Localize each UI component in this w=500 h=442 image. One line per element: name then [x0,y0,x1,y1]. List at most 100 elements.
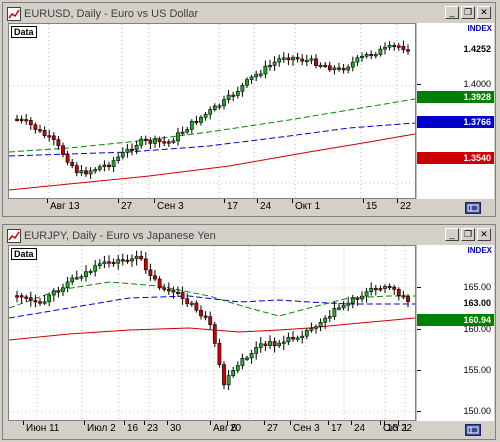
candle [125,144,130,158]
date-label: Сен 3 [293,423,320,434]
price-label: 1.3540 [417,152,494,164]
candle [378,45,383,57]
minimize-button[interactable]: _ [445,6,459,19]
date-tick [257,199,258,203]
candle [189,300,194,307]
candle [38,124,42,133]
date-tick [292,199,293,203]
tick-mark [417,411,421,412]
candle [323,61,328,68]
date-label: 17 [227,201,239,212]
date-label: 22 [400,201,412,212]
candle [222,361,226,390]
candle [360,52,364,62]
date-label: Авг 13 [50,201,80,212]
candle [97,164,102,172]
eurjpy-chart-window: EURJPY, Daily - Euro vs Japanese Yen _ ❐… [2,224,496,440]
candle [369,282,374,296]
candle [350,294,355,309]
date-tick [398,421,399,425]
candle [272,337,277,353]
candle [171,286,176,299]
candle [125,254,130,264]
candle [401,290,406,300]
candle [396,42,401,51]
candle [111,156,116,173]
price-chart-area[interactable]: Data [8,23,416,199]
price-scale[interactable]: INDEX 1.4252 1.4000 1.3928 1.3766 1.3540 [416,23,494,199]
candle [314,54,318,69]
close-button[interactable]: ✕ [477,6,491,19]
candle [61,142,65,158]
candle [134,250,139,266]
candle [139,250,144,261]
candle [51,132,56,146]
candle [42,294,47,305]
candle [373,285,378,296]
candle [148,137,153,150]
candle [373,52,378,59]
candle [240,353,245,370]
date-label: 27 [121,201,133,212]
date-label: Окт 1 [383,423,409,434]
candle [291,55,295,66]
date-label: 24 [354,423,366,434]
candle [406,44,410,55]
date-tick [84,421,85,425]
candle [143,135,148,146]
candle [166,139,171,147]
date-axis: Июн 11 Июл 2 16 23 30 Авг 6 20 27 Сен 3 17 24 Окт 1… [8,421,416,437]
candle [111,258,116,267]
candle [65,277,70,293]
candle [281,335,286,351]
date-tick [380,421,381,425]
candle [268,335,272,350]
candle [323,315,328,330]
candle [120,147,125,160]
candle [341,300,346,311]
candle [120,253,125,266]
candle [93,260,98,277]
title-bar[interactable]: EURJPY, Daily - Euro vs Japanese Yen _ ❐… [5,227,493,245]
date-tick [264,421,265,425]
candle [286,53,291,66]
restore-button[interactable]: ❐ [461,6,475,19]
candle [47,129,52,142]
chart-settings-button[interactable] [465,424,481,436]
candle [337,62,341,72]
date-label: 20 [230,423,242,434]
date-tick [124,421,125,425]
moving-average-blue [8,122,416,157]
candle [84,265,88,282]
candle [245,355,249,361]
candle [189,119,194,134]
candle [277,339,282,349]
candle [318,62,323,69]
candle [392,42,397,51]
candle [74,270,79,280]
candle [157,136,162,148]
candle [364,52,369,59]
candle [157,276,162,291]
chart-settings-button[interactable] [465,202,481,214]
restore-button[interactable]: ❐ [461,228,475,241]
candle [162,283,167,292]
candle [291,331,295,342]
candle [235,86,240,99]
candle [406,294,410,308]
title-bar[interactable]: EURUSD, Daily - Euro vs US Dollar _ ❐ ✕ [5,5,493,23]
candle [203,111,208,121]
price-label: 165.00 [463,282,491,292]
candle [42,126,47,139]
chart-window-icon [7,7,21,21]
candle [56,135,61,150]
close-button[interactable]: ✕ [477,228,491,241]
tick-mark [417,84,421,85]
price-chart-area[interactable]: Data [8,245,416,421]
candle [240,82,245,97]
candle [84,166,88,177]
moving-average-red [8,133,416,191]
moving-average-green [8,98,416,153]
minimize-button[interactable]: _ [445,228,459,241]
price-scale[interactable]: INDEX 165.00 163.00 160.94 160.00 155.00 150.… [416,245,494,421]
